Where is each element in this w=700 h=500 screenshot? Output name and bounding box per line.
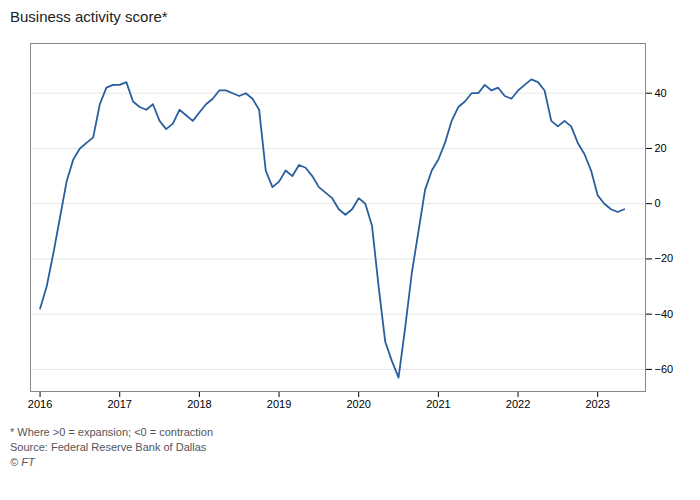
html-text:Business activity score*: Business activity score* [10, 8, 168, 25]
svg-text:2021: 2021 [426, 398, 450, 410]
svg-text:2022: 2022 [506, 398, 530, 410]
html-text:* Where >0 = expansion; <0 = c: * Where >0 = expansion; <0 = contraction [10, 426, 213, 438]
svg-text:−60: −60 [655, 363, 674, 375]
svg-text:−40: −40 [655, 308, 674, 320]
svg-text:0: 0 [655, 197, 661, 209]
svg-text:2016: 2016 [28, 398, 52, 410]
svg-text:−20: −20 [655, 252, 674, 264]
html-text:© FT: © FT [10, 456, 35, 468]
svg-text:20: 20 [655, 142, 667, 154]
svg-text:2019: 2019 [267, 398, 291, 410]
svg-text:2018: 2018 [187, 398, 211, 410]
svg-text:2017: 2017 [107, 398, 131, 410]
svg-text:2020: 2020 [346, 398, 370, 410]
svg-text:40: 40 [655, 87, 667, 99]
svg-text:2023: 2023 [585, 398, 609, 410]
html-text:Source: Federal Reserve Bank o: Source: Federal Reserve Bank of Dallas [10, 441, 207, 453]
